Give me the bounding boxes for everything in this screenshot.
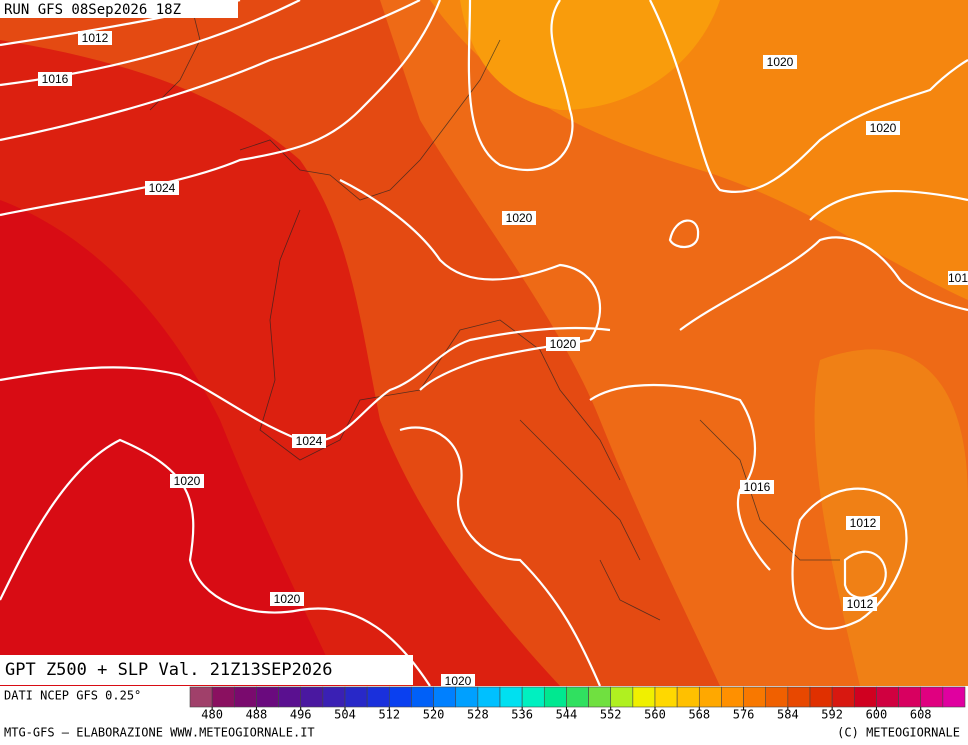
isobar-label-box <box>763 55 797 69</box>
isobar-label-box <box>292 434 326 448</box>
colorbar-swatch <box>256 686 279 708</box>
isobar-label: 1020 <box>274 592 301 606</box>
colorbar-swatch <box>189 686 213 708</box>
isobar-label-box <box>846 516 880 530</box>
colorbar-swatch <box>676 686 700 708</box>
colorbar-tick-label: 528 <box>467 708 489 722</box>
colorbar-tick-label: 520 <box>423 708 445 722</box>
colorbar-tick-label: 536 <box>511 708 533 722</box>
colorbar-tick-label: 496 <box>290 708 312 722</box>
colorbar-swatch <box>743 686 767 708</box>
colorbar-tick-label: 544 <box>556 708 578 722</box>
colorbar-swatch <box>566 686 589 708</box>
colorbar-swatch <box>765 686 789 708</box>
colorbar-tick-label: 600 <box>866 708 888 722</box>
isobar-label: 1016 <box>42 72 69 86</box>
product-box <box>0 655 413 685</box>
run-box <box>0 0 238 18</box>
coastlines <box>149 0 840 621</box>
colorbar-swatch <box>366 686 390 708</box>
colorbar-swatch <box>853 686 877 708</box>
colorbar-tick-label: 552 <box>600 708 622 722</box>
colorbar-swatch <box>632 686 656 708</box>
isobar-label: 1020 <box>767 55 794 69</box>
isobar-label: 1020 <box>174 474 201 488</box>
isobar-label-box <box>145 181 179 195</box>
colorbar-swatch <box>233 686 257 708</box>
isobar-label-box <box>866 121 900 135</box>
copyright-label: (C) METEOGIORNALE <box>837 726 960 740</box>
colorbar-tick-label: 560 <box>644 708 666 722</box>
credit-label: MTG-GFS — ELABORAZIONE WWW.METEOGIORNALE… <box>4 726 315 740</box>
isobar-label: 1012 <box>847 597 874 611</box>
colorbar-swatch <box>521 686 545 708</box>
colorbar-tick-label: 480 <box>201 708 223 722</box>
colorbar-swatch <box>499 686 523 708</box>
colorbar-swatch <box>411 686 434 708</box>
colorbar-tick-label: 584 <box>777 708 799 722</box>
colorbar-swatch <box>920 686 944 708</box>
colorbar-swatch <box>322 686 346 708</box>
colorbar-swatch <box>211 686 235 708</box>
isobar-label-box <box>843 597 877 611</box>
colorbar-swatch <box>300 686 324 708</box>
isobar-label: 1020 <box>550 337 577 351</box>
colorbar-swatch <box>455 686 479 708</box>
colorbar-swatch <box>787 686 811 708</box>
colorbar-swatch <box>610 686 634 708</box>
colorbar-swatch <box>388 686 412 708</box>
product-label: GPT Z500 + SLP Val. 21Z13SEP2026 <box>5 660 333 680</box>
colorbar-tick-label: 512 <box>378 708 400 722</box>
isobar-label-box <box>502 211 536 225</box>
isobar-label: 1024 <box>149 181 176 195</box>
colorbar-swatch <box>477 686 501 708</box>
colorbar-tick-label: 504 <box>334 708 356 722</box>
isobar-label-box <box>948 271 968 285</box>
colorbar-tick-label: 568 <box>688 708 710 722</box>
source-label: DATI NCEP GFS 0.25° <box>4 689 141 703</box>
colorbar-tick-label: 488 <box>246 708 268 722</box>
colorbar-swatch <box>433 686 457 708</box>
colorbar-tick-label: 592 <box>821 708 843 722</box>
colorbar-swatch <box>721 686 744 708</box>
isobar-label: 1016 <box>744 480 771 494</box>
colorbar-swatch <box>942 686 966 708</box>
colorbar-swatch <box>543 686 567 708</box>
isobar-label-box <box>546 337 580 351</box>
isobar-label: 101 <box>948 271 968 285</box>
isobar-label: 1020 <box>870 121 897 135</box>
colorbar-swatch <box>278 686 302 708</box>
colorbar-swatch <box>876 686 899 708</box>
colorbar-swatch <box>344 686 368 708</box>
isobar-label: 1024 <box>296 434 323 448</box>
isobar-label: 1012 <box>82 31 109 45</box>
colorbar-swatch <box>654 686 678 708</box>
isobar-label: 1012 <box>850 516 877 530</box>
colorbar-swatch <box>898 686 922 708</box>
isobar-label-box <box>78 31 112 45</box>
colorbar-swatch <box>588 686 612 708</box>
colorbar-swatch <box>698 686 722 708</box>
isobar-label: 1020 <box>445 674 472 688</box>
isobar-label-box <box>270 592 304 606</box>
isobar-label-box <box>441 674 475 688</box>
isobar-label-box <box>170 474 204 488</box>
colorbar-tick-label: 608 <box>910 708 932 722</box>
field-deep-red <box>0 200 340 686</box>
isobar-label: 1020 <box>506 211 533 225</box>
run-label: RUN GFS 08Sep2026 18Z <box>4 2 181 18</box>
colorbar-tick-label: 576 <box>733 708 755 722</box>
isobar-label-box <box>38 72 72 86</box>
colorbar-swatch <box>831 686 855 708</box>
colorbar-swatch <box>809 686 833 708</box>
field-top <box>460 0 720 110</box>
isobar-label-box <box>740 480 774 494</box>
